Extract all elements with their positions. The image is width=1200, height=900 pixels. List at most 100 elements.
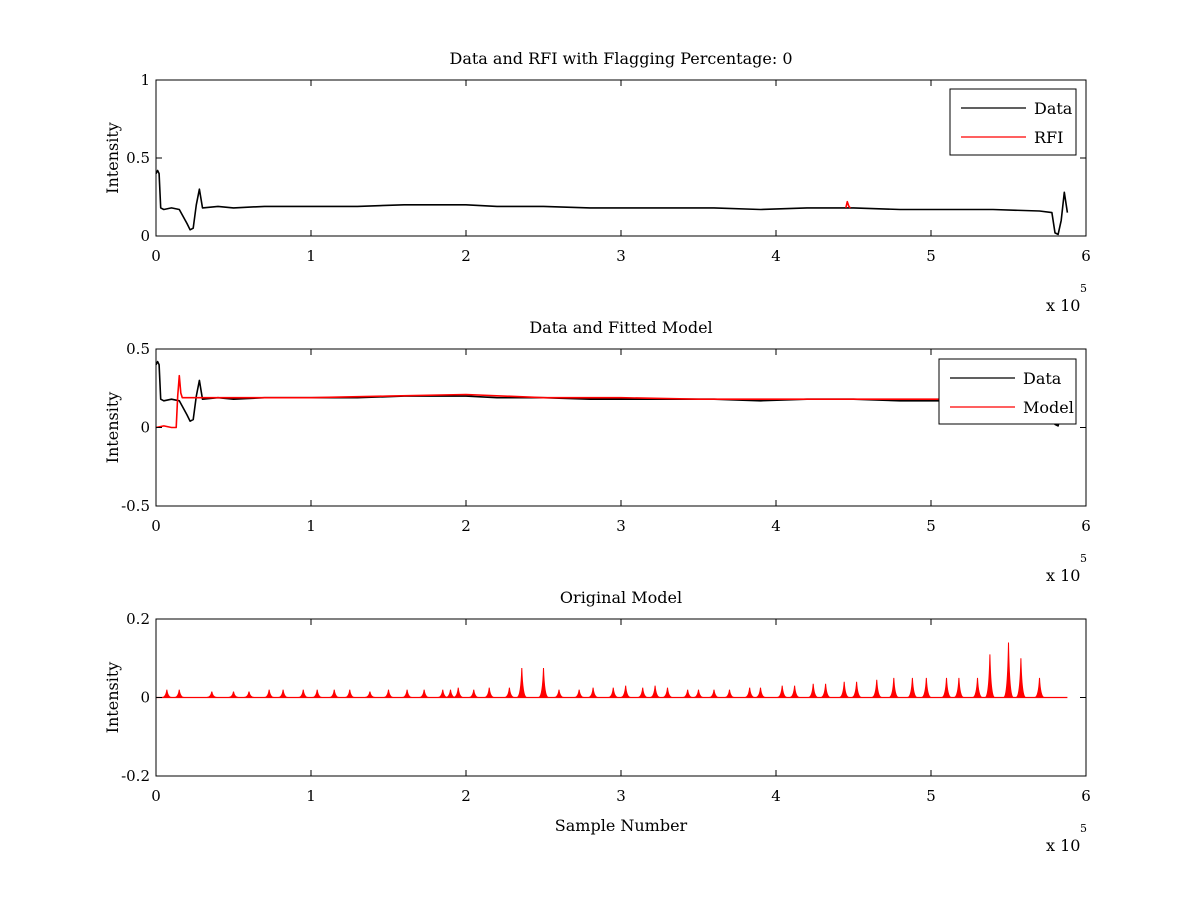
- model-spike: [744, 687, 755, 698]
- legend: Data RFI: [949, 88, 1077, 156]
- model-spike: [650, 685, 661, 698]
- chart-title: Data and Fitted Model: [529, 318, 712, 337]
- x-tick-label: 1: [306, 247, 316, 265]
- model-spike: [504, 687, 515, 698]
- model-spike: [1003, 642, 1014, 698]
- x-tick-label: 5: [926, 247, 936, 265]
- x-axis-label: Sample Number: [555, 816, 688, 835]
- x-tick-label: 3: [616, 517, 626, 535]
- x-tick-label: 5: [926, 517, 936, 535]
- model-spike: [662, 687, 673, 698]
- model-spike: [437, 689, 448, 698]
- model-spike: [402, 689, 413, 698]
- model-spike: [445, 689, 456, 698]
- model-spike: [608, 687, 619, 698]
- x-tick-label: 0: [151, 247, 161, 265]
- model-spike: [298, 689, 309, 698]
- model-spike: [553, 689, 565, 698]
- y-tick-label: 0: [140, 689, 150, 707]
- y-tick-label: 1: [140, 71, 150, 89]
- x-tick-label: 3: [616, 787, 626, 805]
- series-line-model: [155, 374, 962, 429]
- x-tick-label: 6: [1081, 787, 1091, 805]
- model-spike: [941, 677, 952, 698]
- x-tick-label: 2: [461, 787, 471, 805]
- model-spike: [278, 689, 289, 698]
- model-spike: [468, 689, 479, 698]
- series-group: [155, 169, 1069, 236]
- model-spike: [344, 689, 355, 698]
- model-spike: [161, 689, 172, 698]
- x-tick-label: 1: [306, 787, 316, 805]
- y-axis-label: Intensity: [103, 662, 122, 734]
- y-tick-label: 0: [140, 419, 150, 437]
- x-tick-label: 6: [1081, 517, 1091, 535]
- y-tick-label: 0: [140, 227, 150, 245]
- model-spike: [206, 691, 217, 698]
- x-tick-label: 4: [771, 517, 781, 535]
- model-spike: [588, 687, 599, 698]
- x-tick-label: 3: [616, 247, 626, 265]
- series-line-data: [155, 169, 1069, 236]
- model-spike: [1034, 677, 1045, 698]
- model-spike: [682, 689, 693, 698]
- model-spike: [871, 679, 882, 698]
- y-axis-label: Intensity: [103, 392, 122, 464]
- model-spike: [972, 677, 983, 698]
- x-tick-label: 4: [771, 247, 781, 265]
- model-spike: [637, 687, 648, 698]
- x-tick-label: 5: [926, 787, 936, 805]
- x-tick-label: 1: [306, 517, 316, 535]
- model-spike: [708, 689, 720, 698]
- y-tick-label: 0.5: [126, 149, 150, 167]
- model-spike: [808, 683, 819, 698]
- model-spike: [755, 687, 766, 698]
- model-spike: [228, 691, 239, 698]
- model-spike: [538, 668, 549, 698]
- plot-area: [156, 349, 1086, 506]
- chart-title: Data and RFI with Flagging Percentage: 0: [449, 49, 792, 68]
- model-spike: [419, 689, 430, 698]
- model-spike: [453, 687, 464, 698]
- x-tick-label: 2: [461, 247, 471, 265]
- model-spike: [364, 691, 375, 698]
- plot-area: [156, 80, 1086, 236]
- model-spike: [620, 685, 631, 698]
- series-line-rfi: [845, 200, 851, 209]
- model-spike: [484, 687, 495, 698]
- y-tick-label: 0.5: [126, 340, 150, 358]
- model-spike: [1015, 658, 1027, 698]
- model-spike: [312, 689, 323, 698]
- legend-box: [949, 88, 1077, 156]
- x-tick-label: 0: [151, 517, 161, 535]
- model-spike: [264, 689, 275, 698]
- model-spike: [574, 689, 585, 698]
- legend-label: Data: [1034, 99, 1073, 118]
- model-spike: [724, 689, 735, 698]
- model-spike: [953, 677, 965, 698]
- model-spike: [693, 689, 704, 698]
- legend-label: Data: [1023, 369, 1062, 388]
- chart-title: Original Model: [560, 588, 682, 607]
- model-spike: [851, 681, 862, 698]
- model-spike: [984, 654, 996, 698]
- model-spike: [888, 677, 899, 698]
- model-spike: [921, 677, 932, 698]
- model-spike: [174, 689, 185, 698]
- y-tick-label: 0.2: [126, 610, 150, 628]
- x-exponent-power: 5: [1080, 282, 1087, 295]
- model-spike: [907, 677, 918, 698]
- x-tick-label: 6: [1081, 247, 1091, 265]
- x-tick-label: 2: [461, 517, 471, 535]
- y-tick-label: -0.2: [121, 767, 150, 785]
- legend-label: RFI: [1034, 128, 1063, 147]
- model-spike: [329, 689, 340, 698]
- x-exponent-base: x 10: [1046, 836, 1080, 855]
- x-exponent-power: 5: [1080, 552, 1087, 565]
- series-group: [156, 642, 1068, 699]
- y-axis-label: Intensity: [103, 122, 122, 194]
